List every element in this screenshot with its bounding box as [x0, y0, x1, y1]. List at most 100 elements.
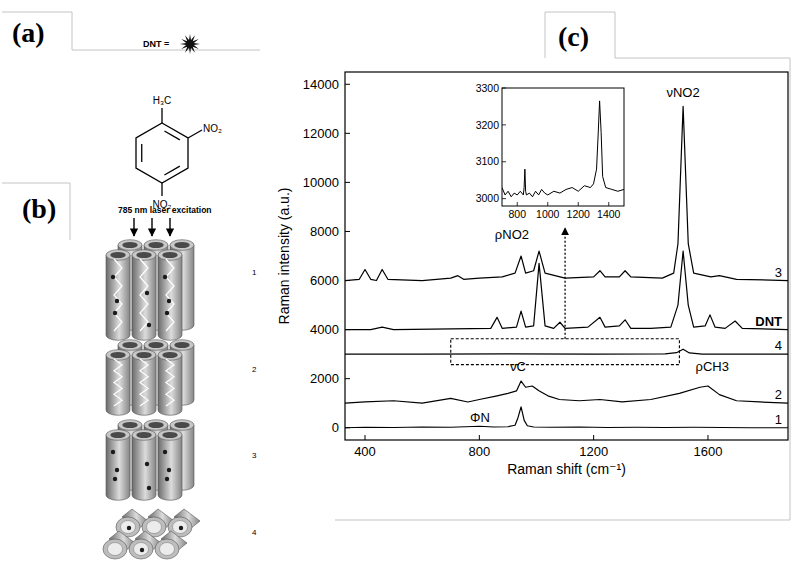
pore-hole: [174, 422, 189, 428]
annotation-text: ρNO2: [495, 227, 529, 242]
pore-hole: [162, 352, 177, 358]
inset-x-tick: [517, 202, 518, 206]
pore-diagram: 785 nm laser excitation1234: [103, 205, 257, 559]
pore-top: [144, 420, 168, 431]
label-patch: [470, 410, 490, 425]
annotation: ρNO2: [495, 227, 529, 242]
inset-x-tick: [578, 202, 579, 206]
inset-y-tick-label: 3100: [476, 155, 500, 167]
dnt-molecule: [115, 468, 119, 472]
dnt-molecule: [147, 323, 151, 327]
laser-arrow: [133, 218, 134, 236]
series-label: 1: [775, 412, 782, 427]
annotation-text: νC: [510, 359, 526, 374]
pore-top: [132, 250, 156, 261]
panel-label: (b): [22, 193, 56, 224]
pore-top: [144, 240, 168, 251]
y-tick-label: 4000: [310, 322, 339, 337]
dnt-molecule: [145, 462, 149, 466]
pore-wall: [106, 255, 130, 340]
tube-hole: [160, 543, 175, 556]
pore-array: [106, 340, 194, 416]
dnt-molecule: [163, 450, 167, 454]
tube-end: [155, 539, 179, 559]
pore-wall: [158, 435, 182, 500]
pore-wall: [132, 355, 156, 415]
inset: 3000310032003300800100012001400: [476, 82, 624, 220]
polymer-strand: [114, 259, 122, 331]
annotation: ΦN: [470, 410, 490, 425]
double-bond: [164, 131, 179, 140]
inset-y-tick: [502, 198, 506, 199]
pore-top: [106, 430, 130, 441]
pore-hole: [162, 252, 177, 258]
double-bond: [164, 166, 179, 175]
tube-hole: [147, 521, 162, 534]
inset-x-tick: [547, 202, 548, 206]
inset-x-tick-label: 1200: [567, 208, 591, 220]
x-tick-label: 400: [354, 444, 376, 459]
annotation: ρCH3: [696, 359, 729, 374]
label-patch: [510, 359, 526, 374]
pore-hole: [122, 422, 137, 428]
pore-top: [106, 250, 130, 261]
y-tick-label: 10000: [303, 175, 339, 190]
dnt-molecule: [140, 548, 144, 552]
sample-number: 2: [252, 365, 257, 374]
spectrum-line: [345, 381, 788, 403]
pore-array: [106, 240, 194, 341]
x-tick: [479, 435, 480, 440]
x-tick-label: 800: [468, 444, 490, 459]
inset-line: [502, 101, 624, 197]
dnt-molecule: [115, 299, 119, 303]
pore-top: [118, 340, 142, 351]
figure: (a)(b)(c)DNT =H₃CNO₂NO₂785 nm laser exci…: [0, 0, 793, 569]
pore-top: [132, 430, 156, 441]
dnt-molecule: [111, 275, 115, 279]
y-tick: [345, 231, 350, 232]
tube-hole: [173, 521, 188, 534]
dnt-molecule: [147, 486, 151, 490]
pore-wall: [158, 355, 182, 415]
pore-hole: [136, 432, 151, 438]
panel-label: (a): [12, 17, 45, 48]
dnt-molecule: [113, 477, 117, 481]
pore-wall: [132, 255, 156, 340]
pore-hole: [148, 342, 163, 348]
pore-top: [106, 350, 130, 361]
sample-number: 1: [252, 268, 257, 277]
substituent: NO₂: [203, 123, 222, 134]
pore-top: [158, 430, 182, 441]
y-tick: [345, 133, 350, 134]
inset-series-group: [502, 101, 624, 197]
dnt-molecule: [145, 291, 149, 295]
inset-y-tick: [502, 124, 506, 125]
pore-wall: [106, 435, 130, 500]
dnt-molecule: [113, 311, 117, 315]
inset-y-tick-label: 3000: [476, 192, 500, 204]
y-tick-label: 8000: [310, 224, 339, 239]
x-axis-title: Raman shift (cm⁻¹): [507, 461, 626, 477]
panel-outline: [2, 183, 70, 240]
polymer-strand: [166, 259, 174, 331]
series-label: 2: [775, 387, 782, 402]
pore-wall: [132, 435, 156, 500]
pore-hole: [110, 432, 125, 438]
y-tick: [345, 84, 350, 85]
zoom-box: [451, 339, 680, 365]
pore-top: [132, 350, 156, 361]
panel-outline: [2, 12, 260, 50]
tube-hole: [108, 543, 123, 556]
starburst: [180, 34, 200, 54]
panel-outline: [545, 12, 790, 58]
y-tick-label: 2000: [310, 371, 339, 386]
dnt-molecule: [167, 299, 171, 303]
label-patch: [495, 227, 529, 242]
tube-end: [129, 539, 153, 559]
pore-hole: [110, 352, 125, 358]
y-tick-label: 6000: [310, 273, 339, 288]
pore-hole: [174, 242, 189, 248]
inset-x-tick-label: 1000: [536, 208, 560, 220]
laser-arrow: [169, 218, 170, 236]
pore-wall: [106, 355, 130, 415]
